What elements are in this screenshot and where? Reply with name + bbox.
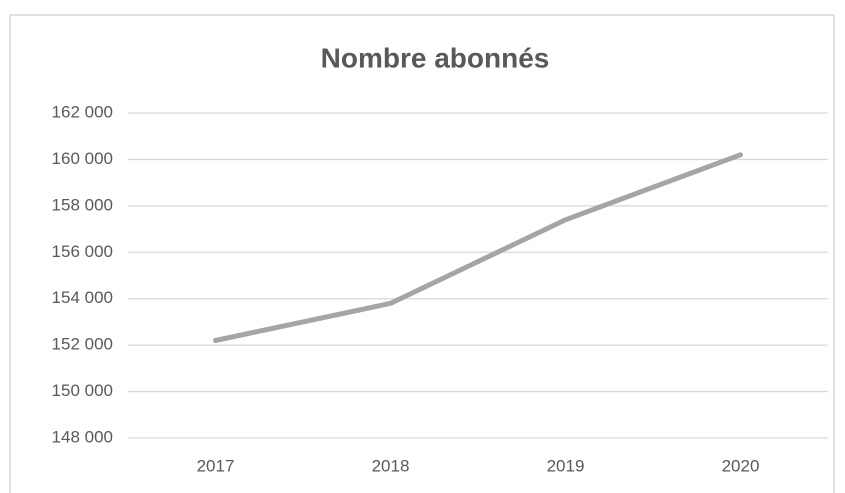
x-tick-label: 2020	[722, 456, 760, 475]
x-tick-label: 2018	[372, 456, 410, 475]
y-tick-label: 152 000	[52, 335, 113, 354]
y-tick-label: 148 000	[52, 427, 113, 446]
y-tick-label: 150 000	[52, 381, 113, 400]
x-tick-label: 2017	[197, 456, 235, 475]
y-tick-label: 162 000	[52, 102, 113, 121]
y-tick-label: 158 000	[52, 195, 113, 214]
chart-frame	[9, 14, 835, 493]
y-tick-label: 154 000	[52, 288, 113, 307]
x-tick-label: 2019	[547, 456, 585, 475]
y-tick-label: 160 000	[52, 149, 113, 168]
line-series	[213, 152, 743, 343]
chart-title: Nombre abonnés	[321, 42, 550, 73]
y-tick-label: 156 000	[52, 242, 113, 261]
